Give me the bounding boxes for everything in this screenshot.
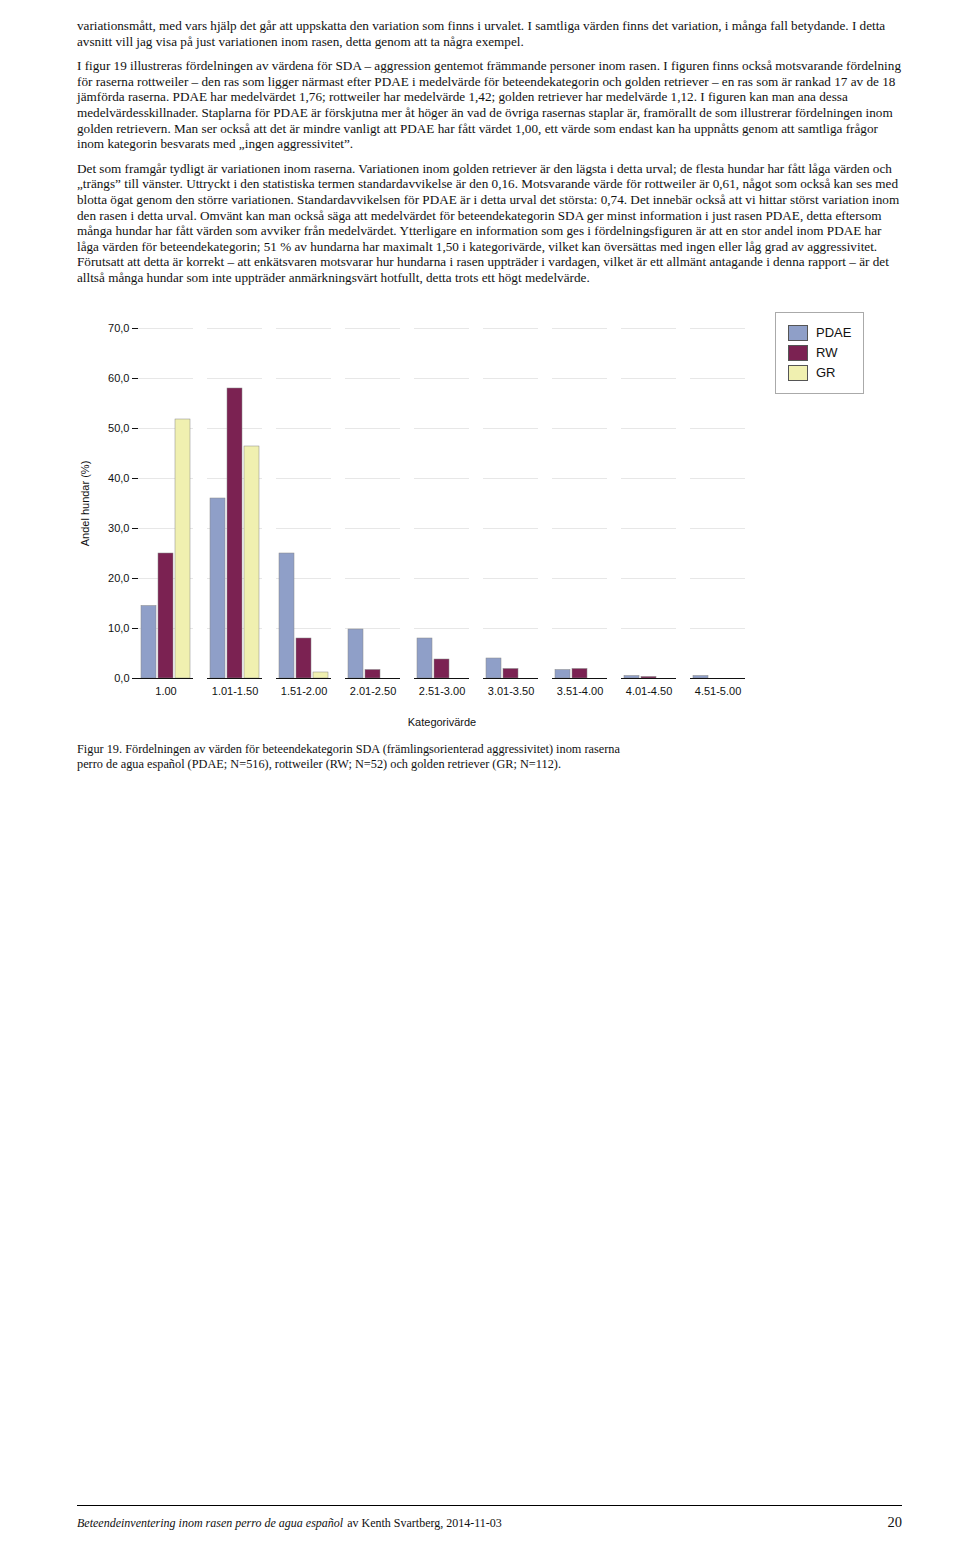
html-text:Beteendeinventering inom rasen: Beteendeinventering inom rasen perro de …	[77, 1516, 502, 1530]
svg-text:Kategorivärde: Kategorivärde	[408, 715, 477, 727]
svg-text:50,0: 50,0	[108, 422, 129, 434]
html-text:I figur 19 illustreras fördeln: I figur 19 illustreras fördelningen av v…	[77, 58, 901, 152]
svg-text:1.51-2.00: 1.51-2.00	[281, 685, 327, 697]
svg-text:30,0: 30,0	[108, 522, 129, 534]
html-text:perro de agua español (PDAE; N: perro de agua español (PDAE; N=516), rot…	[77, 756, 561, 771]
html-text:GR: GR	[816, 365, 836, 380]
html-text:20: 20	[887, 1514, 902, 1530]
svg-text:0,0: 0,0	[114, 672, 129, 684]
svg-text:1.01-1.50: 1.01-1.50	[212, 685, 258, 697]
svg-text:4.01-4.50: 4.01-4.50	[626, 685, 672, 697]
svg-text:4.51-5.00: 4.51-5.00	[695, 685, 741, 697]
svg-text:1.00: 1.00	[155, 685, 176, 697]
html-text:Det som framgår tydligt är var: Det som framgår tydligt är variationen i…	[77, 160, 900, 285]
svg-text:60,0: 60,0	[108, 372, 129, 384]
html-text:Figur 19. Fördelningen av värd: Figur 19. Fördelningen av värden för bet…	[77, 741, 620, 756]
svg-text:3.01-3.50: 3.01-3.50	[488, 685, 534, 697]
svg-text:Andel hundar (%): Andel hundar (%)	[79, 460, 91, 546]
svg-text:40,0: 40,0	[108, 472, 129, 484]
svg-text:20,0: 20,0	[108, 572, 129, 584]
html-text:variationsmått, med vars hjälp: variationsmått, med vars hjälp det går a…	[77, 18, 886, 49]
html-text:RW: RW	[816, 345, 838, 360]
svg-text:3.51-4.00: 3.51-4.00	[557, 685, 603, 697]
svg-text:70,0: 70,0	[108, 322, 129, 334]
svg-text:10,0: 10,0	[108, 622, 129, 634]
svg-text:2.51-3.00: 2.51-3.00	[419, 685, 465, 697]
html-text:PDAE: PDAE	[816, 325, 852, 340]
svg-text:2.01-2.50: 2.01-2.50	[350, 685, 396, 697]
